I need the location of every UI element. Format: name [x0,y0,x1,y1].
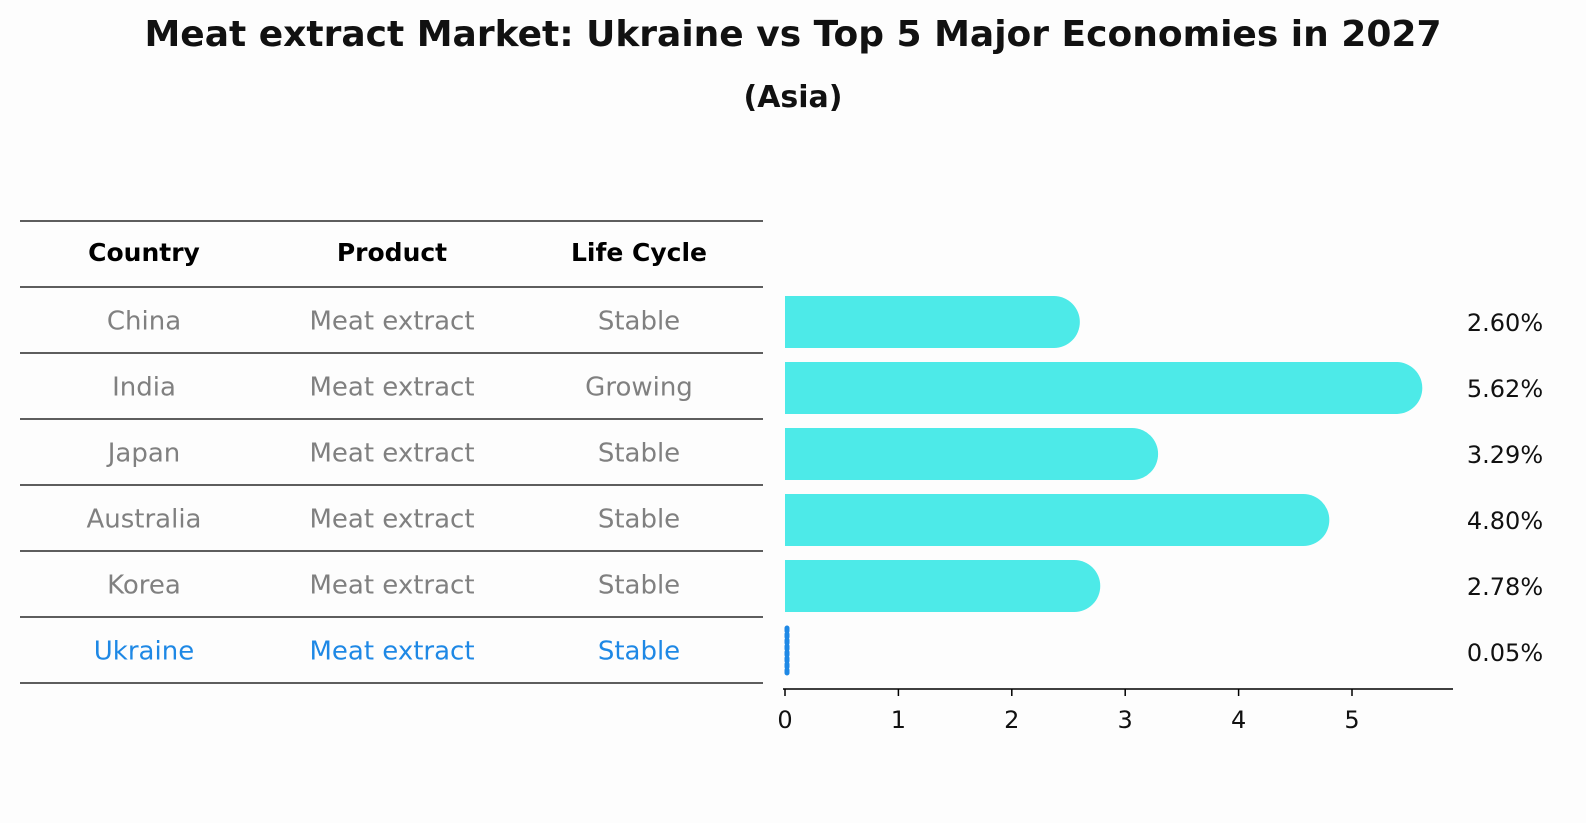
x-tick-label: 1 [891,706,906,734]
table-cell-product: Meat extract [309,505,474,535]
table-cell-life-cycle: Stable [598,307,680,337]
table-cell-product: Meat extract [309,307,474,337]
x-tick-label: 0 [777,706,792,734]
bar-china [785,296,1080,348]
table-cell-country: China [107,307,181,337]
table-cell-product: Meat extract [309,571,474,601]
table-cell-product: Meat extract [309,637,474,667]
x-tick-label: 3 [1118,706,1133,734]
bar-korea [785,560,1101,612]
table-cell-product: Meat extract [309,373,474,403]
table-header-life-cycle: Life Cycle [571,238,707,267]
value-label-china: 2.60% [1467,309,1543,337]
table-cell-country: Australia [86,505,201,535]
table-header-country: Country [88,238,200,267]
table-cell-country: India [112,373,176,403]
table-cell-product: Meat extract [309,439,474,469]
table-header-product: Product [337,238,447,267]
x-tick-label: 2 [1004,706,1019,734]
table-cell-country: Japan [106,439,181,469]
bar-australia [785,494,1330,546]
value-label-india: 5.62% [1467,375,1543,403]
value-label-korea: 2.78% [1467,573,1543,601]
bar-japan [785,428,1159,480]
value-label-ukraine: 0.05% [1467,639,1543,667]
chart-subtitle: (Asia) [743,80,843,115]
table-cell-life-cycle: Stable [598,505,680,535]
table-cell-country: Korea [107,571,181,601]
x-tick-label: 5 [1344,706,1359,734]
x-tick-label: 4 [1231,706,1246,734]
bar-india [785,362,1423,414]
value-label-japan: 3.29% [1467,441,1543,469]
table-cell-life-cycle: Stable [598,571,680,601]
value-label-australia: 4.80% [1467,507,1543,535]
table-cell-life-cycle: Stable [598,439,680,469]
table-cell-life-cycle: Stable [598,637,680,667]
table-cell-life-cycle: Growing [585,373,693,403]
chart-title: Meat extract Market: Ukraine vs Top 5 Ma… [144,14,1442,55]
table-cell-country: Ukraine [94,637,194,667]
